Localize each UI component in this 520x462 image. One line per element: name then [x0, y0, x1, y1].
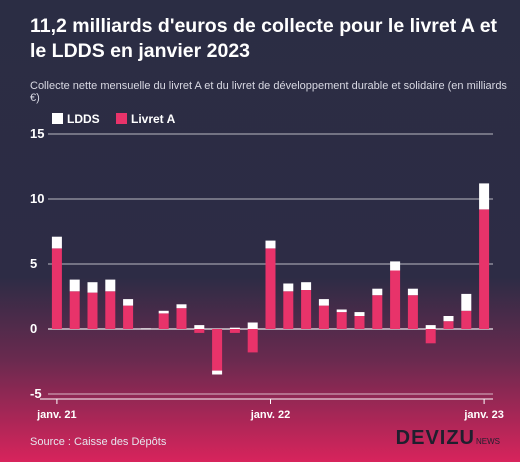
bar-ldds	[123, 299, 134, 306]
bar-livret-a	[301, 290, 312, 329]
bar-livret-a	[372, 295, 383, 329]
bar-ldds	[479, 183, 490, 210]
x-tick-label: janv. 21	[36, 409, 77, 421]
bar-livret-a	[425, 329, 436, 344]
bar-ldds	[265, 240, 276, 249]
source-note: Source : Caisse des Dépôts	[30, 436, 167, 448]
bar-ldds	[69, 279, 80, 292]
bar-ldds	[51, 236, 62, 249]
chart-subtitle: Collecte nette mensuelle du livret A et …	[30, 80, 507, 104]
bar-livret-a	[479, 209, 490, 329]
x-tick-label: janv. 22	[250, 409, 291, 421]
bar-ldds	[247, 322, 258, 329]
bar-livret-a	[212, 329, 223, 371]
bar-livret-a	[87, 292, 98, 329]
bar-livret-a	[176, 308, 187, 329]
x-tick-label: janv. 23	[463, 409, 504, 421]
bar-ldds	[461, 293, 472, 311]
bar-ldds	[229, 327, 240, 329]
y-tick-label: -5	[30, 386, 42, 401]
bar-livret-a	[194, 329, 205, 333]
bar-ldds	[372, 288, 383, 296]
bar-ldds	[176, 304, 187, 309]
bar-ldds	[158, 310, 169, 314]
bar-ldds	[354, 312, 365, 316]
chart-title: 11,2 milliards d'euros de collecte pour …	[30, 15, 498, 62]
bar-ldds	[283, 283, 294, 292]
bar-livret-a	[354, 316, 365, 329]
bar-ldds	[443, 316, 454, 322]
y-tick-label: 5	[30, 256, 37, 271]
bar-livret-a	[265, 248, 276, 329]
bar-ldds	[425, 325, 436, 329]
bar-livret-a	[229, 329, 240, 333]
bar-livret-a	[318, 305, 329, 329]
bar-livret-a	[247, 329, 258, 353]
legend-swatch	[116, 113, 127, 124]
bar-ldds	[390, 261, 401, 271]
brand-logo: DEVIZUNEWS	[395, 427, 500, 449]
bar-ldds	[336, 309, 347, 313]
legend-label: Livret A	[131, 112, 176, 126]
bar-ldds	[318, 299, 329, 306]
legend-label: LDDS	[67, 112, 100, 126]
bar-livret-a	[407, 295, 418, 329]
bar-ldds	[301, 282, 312, 290]
bar-livret-a	[390, 270, 401, 329]
y-tick-label: 15	[30, 126, 44, 141]
bar-livret-a	[69, 291, 80, 329]
bar-livret-a	[336, 312, 347, 329]
bar-livret-a	[51, 248, 62, 329]
bar-ldds	[407, 288, 418, 296]
bar-ldds	[212, 370, 223, 375]
bar-livret-a	[158, 313, 169, 329]
bar-ldds	[105, 279, 116, 292]
bar-livret-a	[443, 321, 454, 329]
bar-ldds	[87, 282, 98, 293]
y-tick-label: 10	[30, 191, 44, 206]
bar-livret-a	[283, 291, 294, 329]
bar-livret-a	[105, 291, 116, 329]
y-tick-label: 0	[30, 321, 37, 336]
bar-livret-a	[461, 310, 472, 329]
legend-swatch	[52, 113, 63, 124]
bar-ldds	[140, 328, 151, 330]
bar-ldds	[194, 325, 205, 329]
bar-livret-a	[123, 305, 134, 329]
